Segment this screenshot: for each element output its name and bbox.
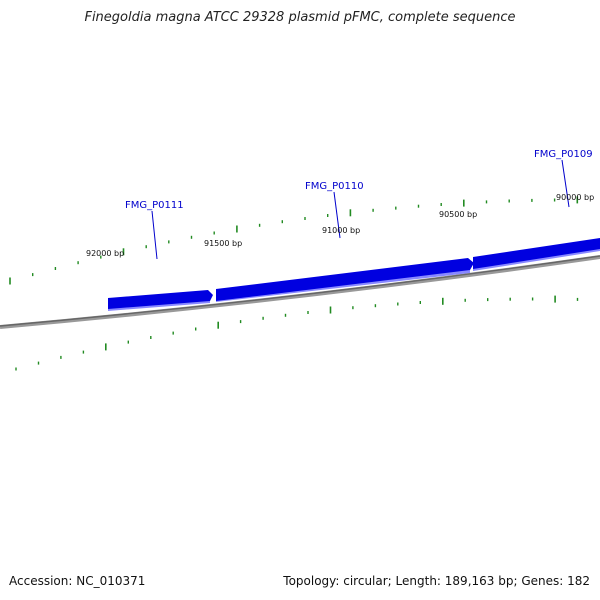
- gene-label[interactable]: FMG_P0109: [534, 149, 593, 160]
- scale-label: 91500 bp: [204, 239, 242, 248]
- gene-feature[interactable]: [108, 290, 213, 309]
- scale-label: 90500 bp: [439, 210, 477, 219]
- gene-label[interactable]: FMG_P0111: [125, 200, 184, 211]
- gene-feature[interactable]: [216, 258, 474, 301]
- map-title: Finegoldia magna ATCC 29328 plasmid pFMC…: [84, 10, 516, 25]
- scale-label: 91000 bp: [322, 226, 360, 235]
- gene-leader-line: [151, 210, 158, 260]
- inner-scale-ticks: [15, 295, 579, 371]
- sequence-backbone-inner: [0, 255, 600, 327]
- gene-feature[interactable]: [473, 238, 600, 269]
- gene-leader-line: [333, 191, 341, 239]
- gene-labels: FMG_P0111 FMG_P0110 FMG_P0109: [125, 149, 593, 211]
- scale-label: 90000 bp: [556, 193, 594, 202]
- outer-scale-ticks: [9, 196, 579, 285]
- accession-text: Accession: NC_010371: [9, 574, 146, 588]
- gene-label[interactable]: FMG_P0110: [305, 181, 364, 192]
- summary-text: Topology: circular; Length: 189,163 bp; …: [283, 574, 590, 588]
- scale-labels: 92000 bp 91500 bp 91000 bp 90500 bp 9000…: [86, 193, 594, 258]
- scale-label: 92000 bp: [86, 249, 124, 258]
- gene-leader-line: [561, 159, 570, 208]
- sequence-backbone: [0, 255, 600, 329]
- gene-features: [108, 238, 600, 311]
- gene-leaders: [151, 159, 570, 260]
